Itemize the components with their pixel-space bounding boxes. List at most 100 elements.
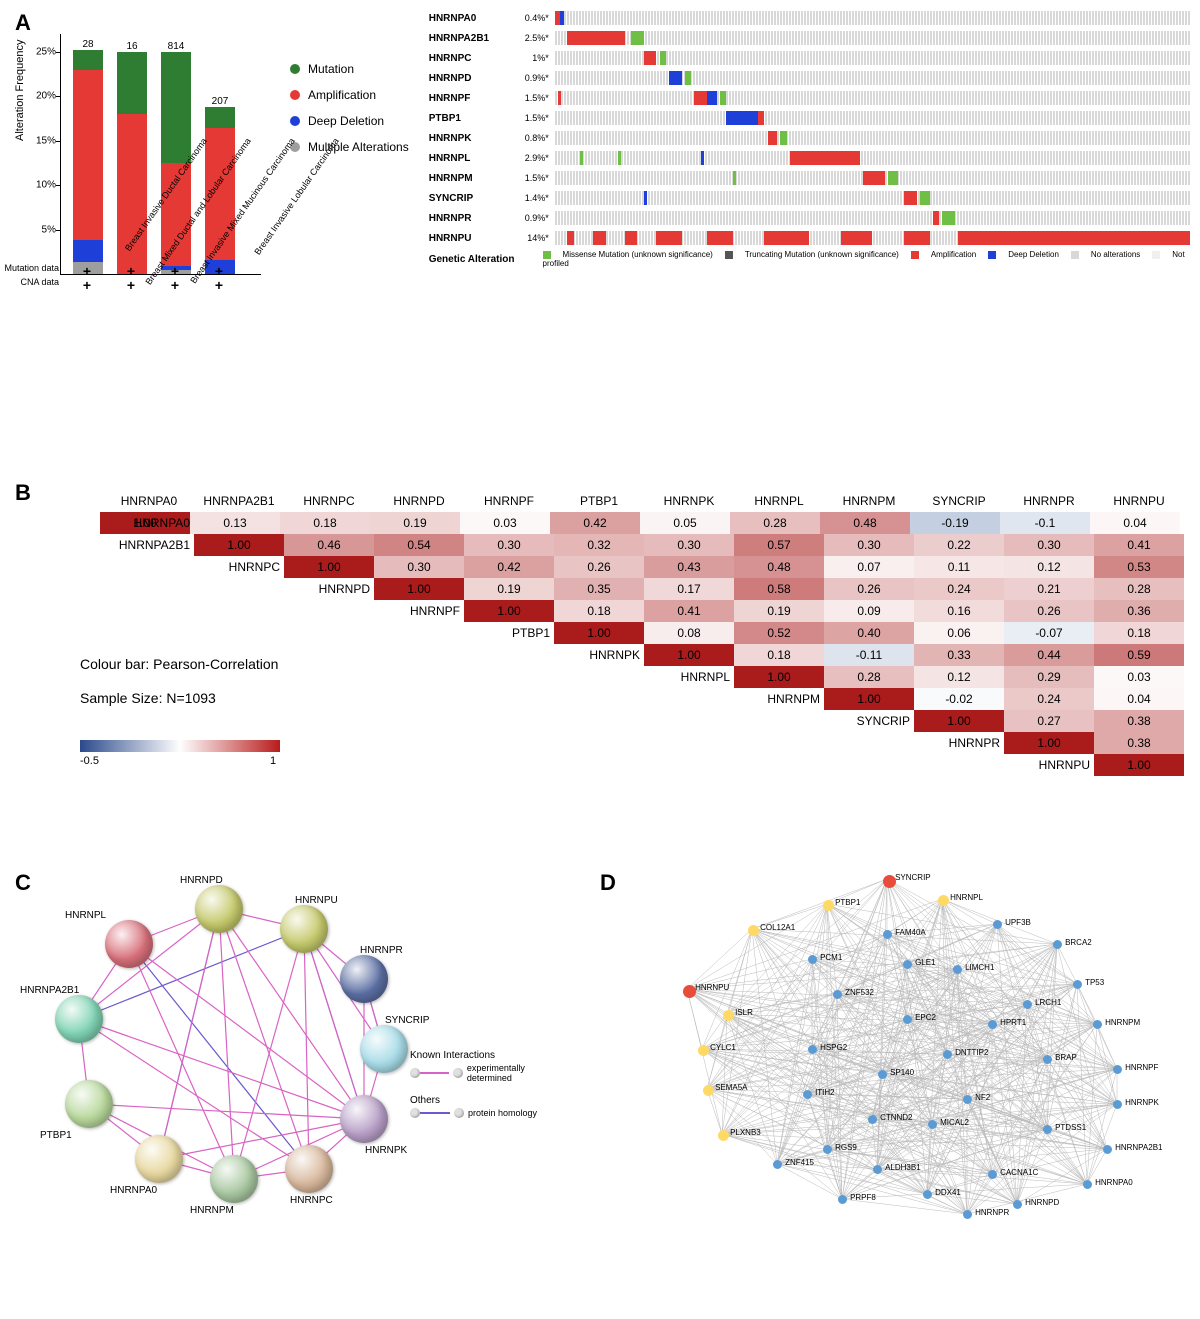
ppi-legend: Known Interactions experimentally determ… [410,1050,570,1120]
hm-cell: 1.00 [554,622,644,644]
y-tick-label: 5% [42,224,56,235]
onco-pct-label: 0.8%* [509,133,555,143]
onco-pct-label: 0.9%* [509,213,555,223]
onco-legend-item: No alterations [1071,250,1140,259]
gene-node-label: HNRNPD [1025,1198,1059,1207]
onco-pct-label: 1.4%* [509,193,555,203]
gene-node [748,925,759,936]
onco-alteration [701,151,704,165]
ppi-node-label: SYNCRIP [385,1015,429,1026]
legend-item: Mutation [290,62,409,76]
onco-alteration [790,151,860,165]
hm-cell: 0.53 [1094,556,1184,578]
sample-size: Sample Size: N=1093 [80,690,216,706]
gene-node [943,1050,952,1059]
hm-cell: 0.18 [734,644,824,666]
gene-node-label: CTNND2 [880,1113,912,1122]
gene-node [988,1020,997,1029]
ppi-node-label: HNRNPK [365,1145,407,1156]
onco-row: HNRNPK0.8%* [429,130,1190,146]
onco-gene-label: SYNCRIP [429,193,509,204]
gene-node-label: MICAL2 [940,1118,969,1127]
colorbar-min: -0.5 [80,755,99,767]
gene-node [953,965,962,974]
hm-cell: 0.42 [464,556,554,578]
hm-cell: 0.06 [914,622,1004,644]
onco-track [555,131,1190,145]
y-axis-title: Alteration Frequency [14,40,26,142]
onco-alteration [644,191,647,205]
gene-network-edges [593,870,1143,1230]
hm-cell: 1.00 [374,578,464,600]
onco-alteration [726,111,758,125]
hm-cell: 0.22 [914,534,1004,556]
hm-col-label: HNRNPK [644,490,734,512]
hm-col-label: HNRNPA2B1 [194,490,284,512]
onco-alteration [780,131,786,145]
onco-track [555,91,1190,105]
hm-cell: 0.54 [374,534,464,556]
gene-node-label: COL12A1 [760,923,795,932]
gene-node-label: HNRNPA2B1 [1115,1143,1162,1152]
gene-node [988,1170,997,1179]
onco-alteration [644,51,657,65]
onco-alteration [694,91,707,105]
y-tick-label: 25% [36,46,56,57]
onco-track [555,151,1190,165]
onco-gene-label: HNRNPC [429,53,509,64]
hm-cell: 0.59 [1094,644,1184,666]
hm-cell: 0.40 [824,622,914,644]
hm-cell: 0.41 [1094,534,1184,556]
hm-cell: 0.30 [1004,534,1094,556]
onco-alteration [656,231,681,245]
row-label-mutation: Mutation data [4,263,59,273]
onco-gene-label: HNRNPU [429,233,509,244]
hm-cell: 1.00 [464,600,554,622]
barchart-legend: MutationAmplificationDeep DeletionMultip… [290,50,409,166]
onco-pct-label: 1.5%* [509,93,555,103]
hm-cell: 0.27 [1004,710,1094,732]
gene-node [803,1090,812,1099]
y-tick-label: 20% [36,91,56,102]
hm-cell: 0.42 [550,512,640,534]
hm-col-label: PTBP1 [554,490,644,512]
onco-gene-label: HNRNPM [429,173,509,184]
onco-pct-label: 2.5%* [509,33,555,43]
hm-cell: 0.11 [914,556,1004,578]
onco-alteration [863,171,885,185]
hm-cell: 0.26 [1004,600,1094,622]
onco-alteration [558,91,561,105]
gene-node-label: LIMCH1 [965,963,994,972]
ppi-node-label: HNRNPD [180,875,223,886]
ppi-node-label: PTBP1 [40,1130,72,1141]
onco-alteration [720,91,726,105]
gene-node [723,1010,734,1021]
hm-cell: 0.30 [464,534,554,556]
onco-row: HNRNPA00.4%* [429,10,1190,26]
gene-node-label: FAM40A [895,928,926,937]
legend-label: Deep Deletion [308,114,384,128]
hm-row-label: HNRNPK [550,644,644,666]
gene-node [1073,980,1082,989]
gene-node-label: HNRNPL [950,893,983,902]
hm-cell: 0.29 [1004,666,1094,688]
gene-node [938,895,949,906]
ppi-node-label: HNRNPA2B1 [20,985,79,996]
legend-label: Mutation [308,62,354,76]
ppi-node [105,920,153,968]
onco-legend-item: Missense Mutation (unknown significance) [543,250,713,259]
hm-col-label: HNRNPU [1094,490,1184,512]
hm-row-label: SYNCRIP [820,710,914,732]
hm-cell: 0.08 [644,622,734,644]
row-label-cna: CNA data [4,277,59,287]
gene-node-label: ZNF532 [845,988,874,997]
hm-cell: 0.36 [1094,600,1184,622]
hm-cell: 0.24 [1004,688,1094,710]
hm-cell: 0.30 [374,556,464,578]
onco-alteration [618,151,621,165]
gene-node [963,1210,972,1219]
gene-node-label: LRCH1 [1035,998,1061,1007]
gene-node-label: HNRNPA0 [1095,1178,1133,1187]
onco-alteration [758,111,764,125]
onco-track [555,231,1190,245]
